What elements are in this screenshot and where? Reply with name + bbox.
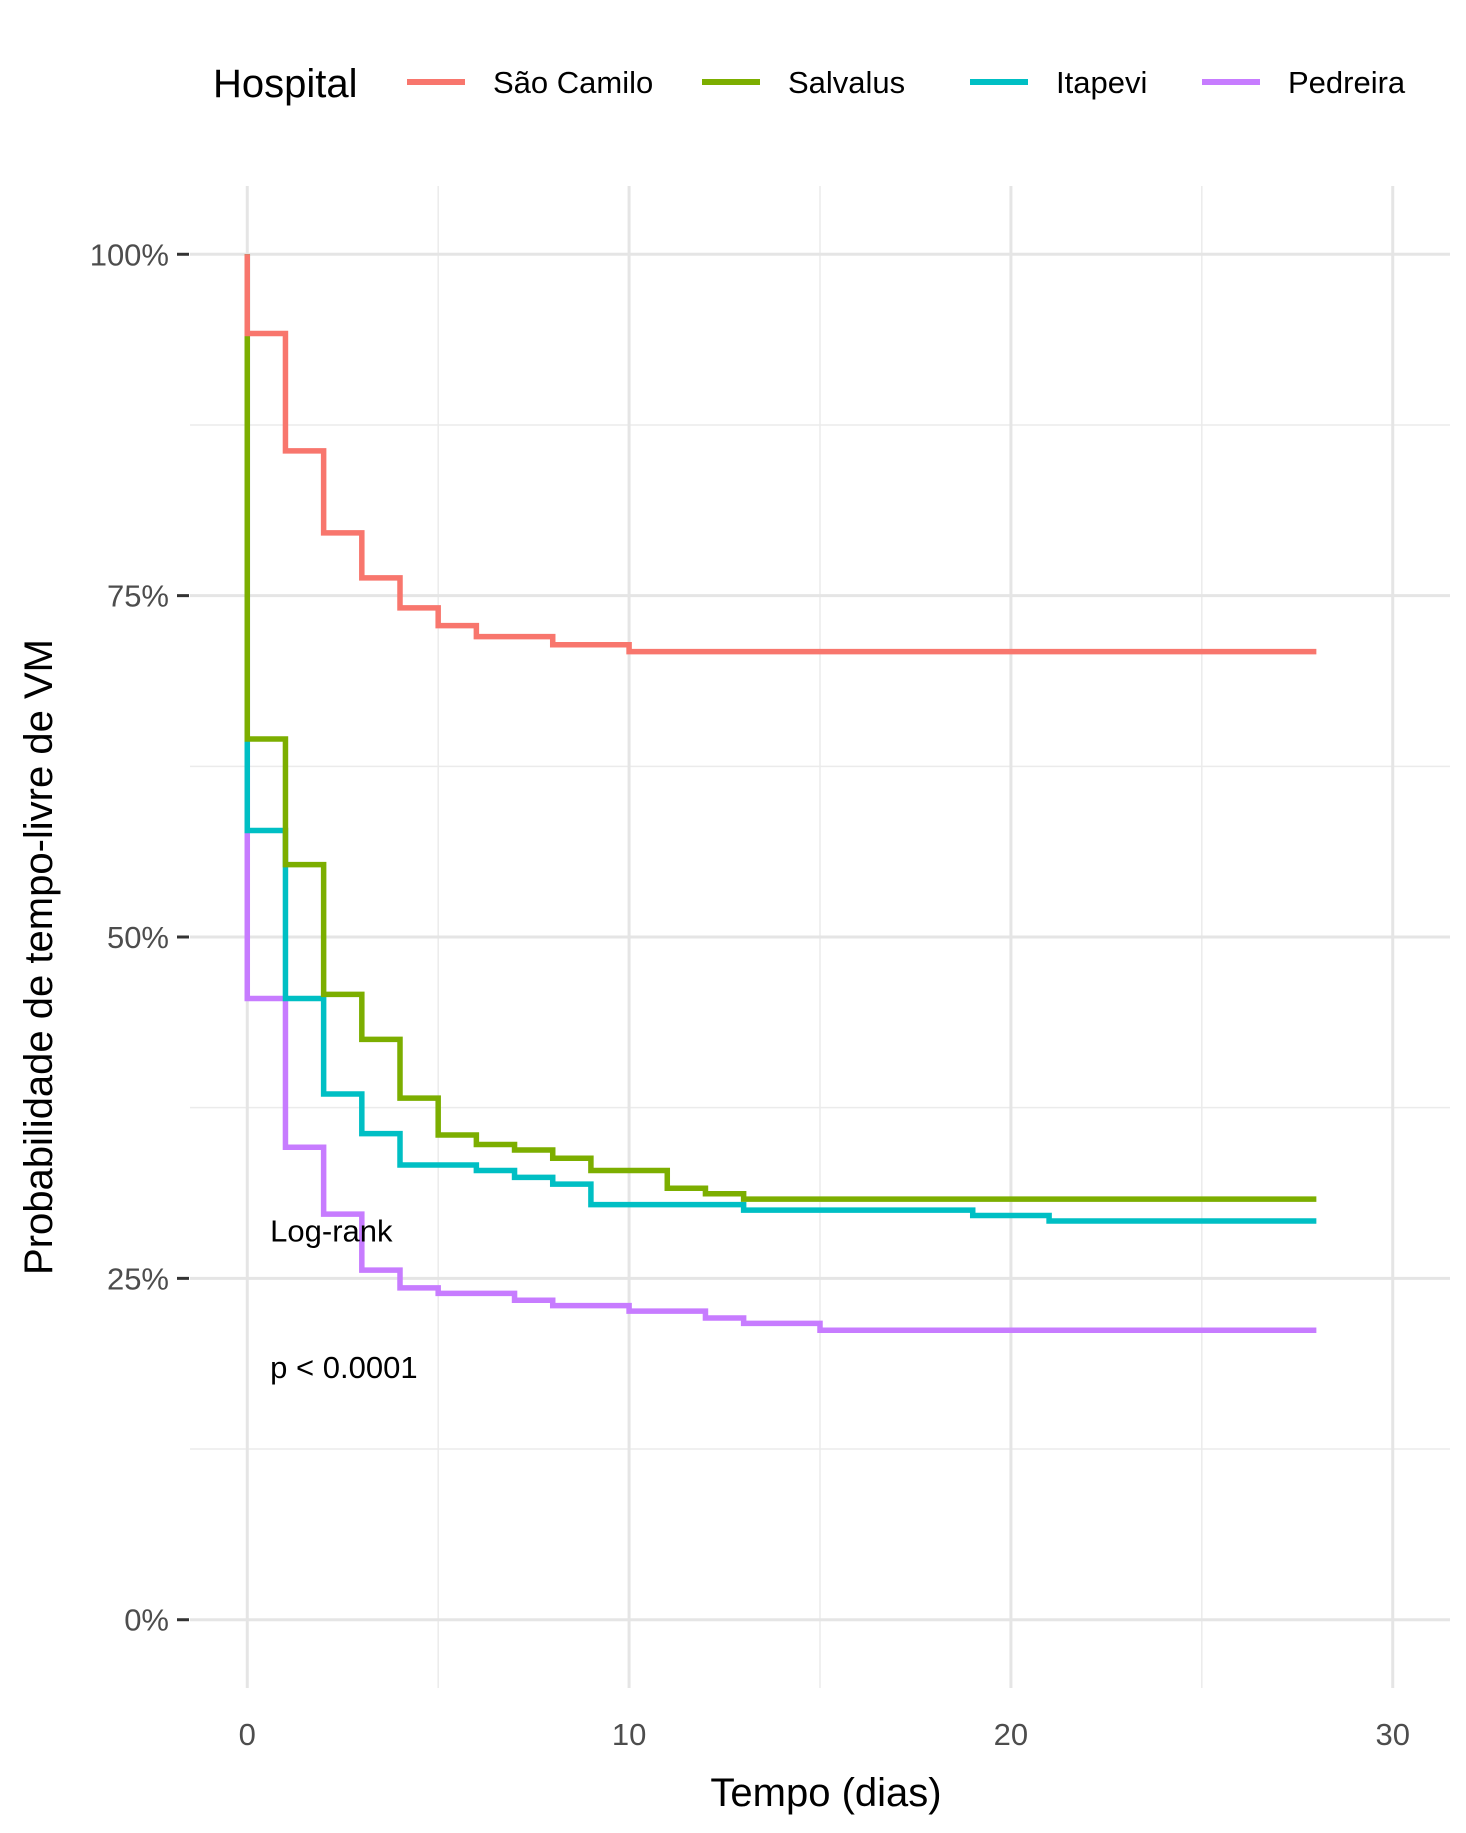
y-tick-label: 25% — [107, 1261, 169, 1296]
series-line — [244, 254, 1317, 655]
annotation-text: Log-rank — [270, 1214, 393, 1249]
annotation-text: p < 0.0001 — [270, 1350, 417, 1385]
x-tick-label: 30 — [1375, 1717, 1409, 1752]
axes: 0% 25% 50% 75% 100% 0 10 20 30 — [90, 237, 1410, 1752]
x-tick-label: 10 — [612, 1717, 646, 1752]
series-line — [244, 254, 1317, 1202]
legend: Hospital São Camilo Salvalus Itapevi Pedrei… — [213, 62, 1406, 106]
curves — [244, 254, 1317, 1333]
x-axis-title: Tempo (dias) — [710, 1771, 941, 1815]
y-tick-label: 100% — [90, 237, 169, 272]
legend-label: Salvalus — [788, 65, 905, 100]
legend-label: Pedreira — [1288, 65, 1406, 100]
legend-title: Hospital — [213, 62, 358, 106]
legend-label: Itapevi — [1056, 65, 1147, 100]
y-axis-title: Probabilidade de tempo-livre de VM — [17, 639, 61, 1275]
series-line — [244, 254, 1317, 1224]
x-tick-label: 20 — [994, 1717, 1028, 1752]
legend-label: São Camilo — [493, 65, 653, 100]
annotations: Log-rank p < 0.0001 — [270, 1214, 417, 1386]
series-line — [244, 254, 1317, 1333]
y-tick-label: 75% — [107, 579, 169, 614]
grid — [190, 186, 1450, 1688]
y-tick-label: 50% — [107, 920, 169, 955]
x-tick-label: 0 — [239, 1717, 256, 1752]
y-tick-label: 0% — [124, 1603, 169, 1638]
